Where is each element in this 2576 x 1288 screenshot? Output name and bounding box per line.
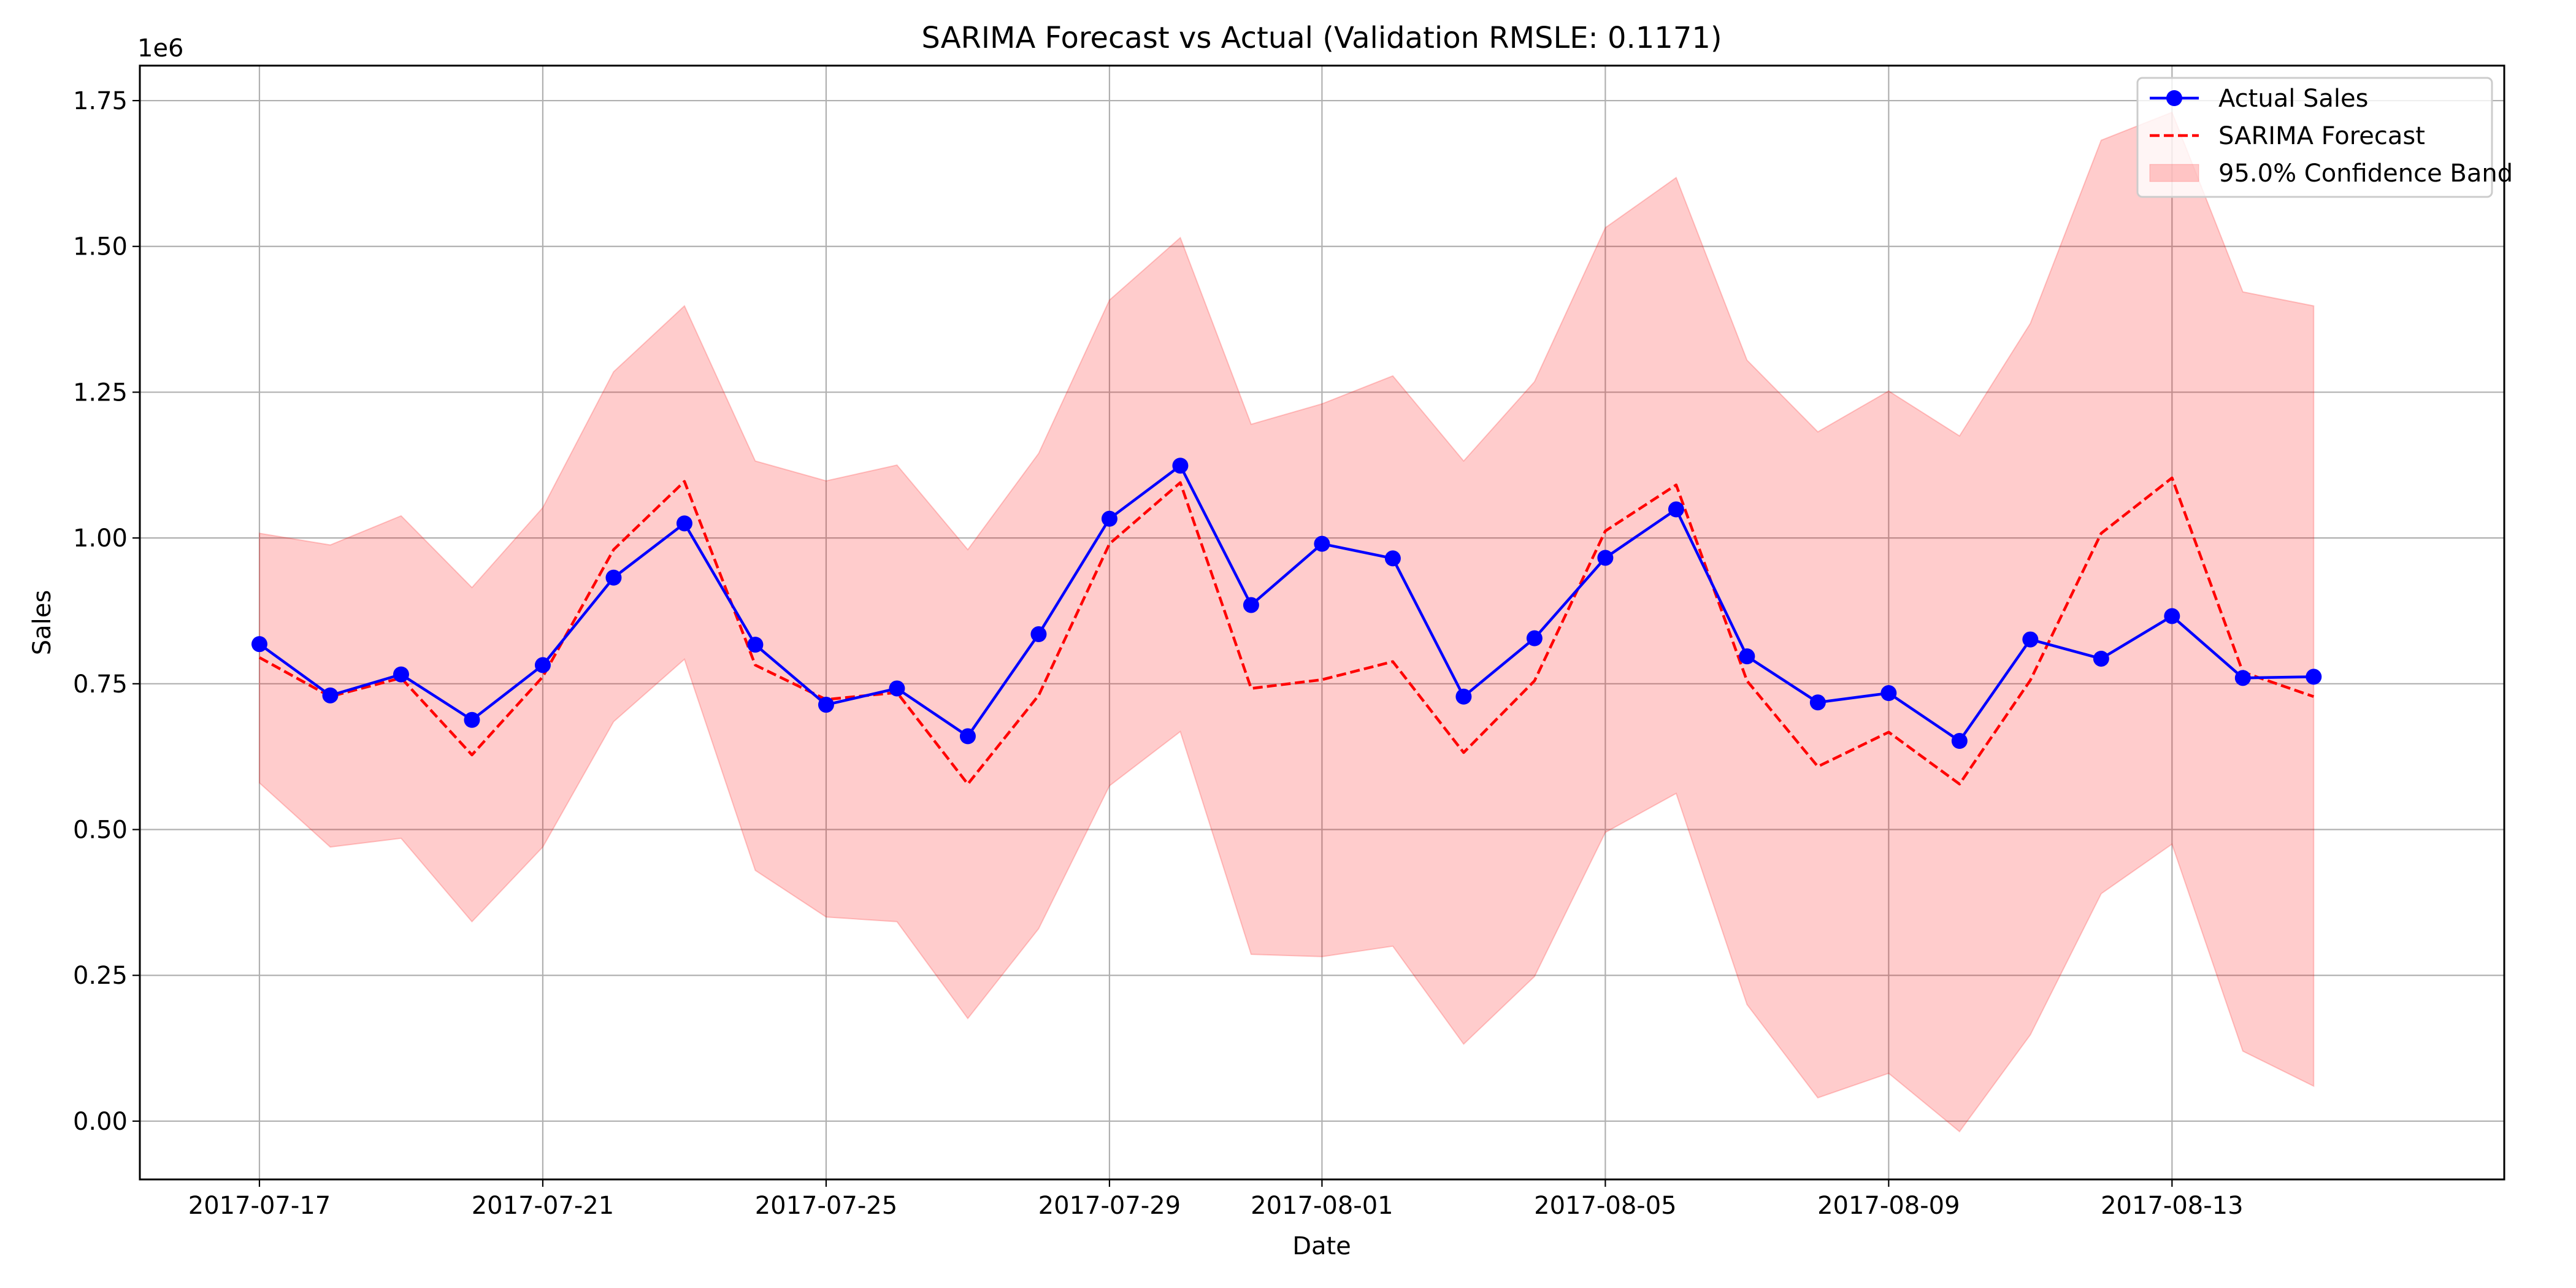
x-tick-label: 2017-07-17 — [188, 1192, 331, 1220]
actual-point — [1597, 550, 1614, 566]
actual-point — [464, 711, 480, 728]
actual-point — [1809, 694, 1826, 711]
actual-point — [1243, 597, 1259, 613]
actual-point — [2164, 608, 2180, 624]
x-tick-label: 2017-08-13 — [2101, 1192, 2243, 1220]
actual-point — [1668, 501, 1684, 518]
actual-point — [1880, 685, 1897, 702]
actual-point — [2022, 631, 2039, 648]
y-tick-label: 0.00 — [73, 1108, 128, 1136]
actual-point — [393, 666, 409, 683]
actual-point — [2093, 650, 2109, 667]
x-tick-label: 2017-07-25 — [755, 1192, 897, 1220]
actual-line — [258, 464, 2314, 743]
actual-point — [959, 728, 976, 745]
x-tick-label: 2017-08-09 — [1817, 1192, 1960, 1220]
y-axis-offset-label: 1e6 — [137, 34, 184, 63]
actual-point — [534, 657, 551, 673]
legend-actual-label: Actual Sales — [2218, 85, 2369, 113]
legend: Actual Sales SARIMA Forecast 95.0% Confi… — [2136, 77, 2513, 198]
actual-point — [1030, 626, 1047, 643]
actual-point — [605, 569, 622, 586]
x-tick-label: 2017-08-01 — [1251, 1192, 1393, 1220]
actual-series — [251, 458, 2322, 749]
legend-forecast-label: SARIMA Forecast — [2218, 122, 2425, 150]
y-tick-label: 0.75 — [73, 670, 128, 699]
x-axis-ticks: 2017-07-17 2017-07-21 2017-07-25 2017-07-29… — [188, 1179, 2244, 1220]
y-tick-label: 1.50 — [73, 233, 128, 261]
y-tick-label: 0.25 — [73, 962, 128, 990]
x-tick-label: 2017-08-05 — [1534, 1192, 1676, 1220]
chart-title: SARIMA Forecast vs Actual (Validation RM… — [921, 21, 1722, 55]
x-tick-label: 2017-07-29 — [1038, 1192, 1181, 1220]
actual-point — [322, 687, 339, 703]
actual-point — [2234, 670, 2251, 686]
confidence-band — [258, 111, 2315, 1133]
actual-point — [676, 515, 692, 532]
actual-point — [747, 637, 764, 653]
y-tick-label: 0.50 — [73, 816, 128, 845]
x-axis-label: Date — [1292, 1232, 1351, 1260]
actual-point — [1172, 458, 1189, 474]
actual-point — [1314, 535, 1330, 552]
forecast-series — [258, 476, 2315, 786]
x-tick-label: 2017-07-21 — [472, 1192, 614, 1220]
actual-point — [818, 697, 834, 713]
actual-point — [1526, 630, 1543, 646]
forecast-line — [258, 476, 2315, 786]
y-axis-ticks: 0.00 0.25 0.50 0.75 1.00 1.25 1.50 1.75 — [73, 87, 140, 1136]
legend-band-swatch — [2149, 164, 2199, 182]
legend-actual-marker — [2166, 90, 2182, 106]
confidence-band-area — [258, 111, 2315, 1133]
actual-point — [251, 636, 267, 653]
y-tick-label: 1.75 — [73, 87, 128, 115]
actual-point — [1951, 733, 1968, 749]
y-axis-label: Sales — [28, 590, 56, 655]
actual-point — [1101, 510, 1117, 527]
actual-point — [1384, 550, 1401, 567]
actual-point — [1739, 648, 1755, 665]
y-tick-label: 1.00 — [73, 524, 128, 553]
legend-box — [2136, 77, 2493, 198]
y-tick-label: 1.25 — [73, 378, 128, 407]
actual-point — [1455, 688, 1472, 705]
legend-band-label: 95.0% Confidence Band — [2218, 159, 2513, 188]
grid-lines — [140, 66, 2504, 1179]
actual-point — [889, 680, 905, 697]
actual-point — [2306, 669, 2322, 685]
